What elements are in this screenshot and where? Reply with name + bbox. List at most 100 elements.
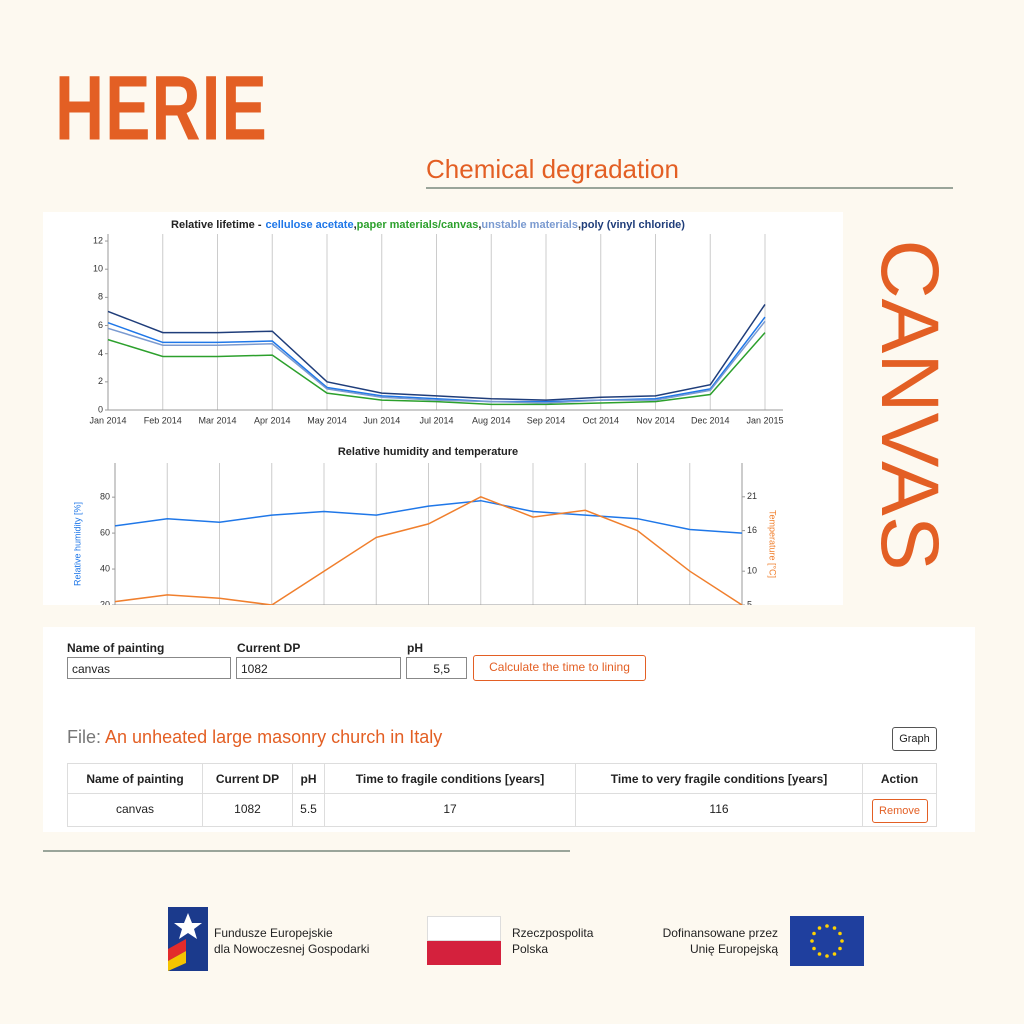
column-header: Action — [862, 763, 937, 794]
chart-title: Relative lifetime - cellulose acetate,pap… — [171, 219, 685, 231]
table-cell: 1082 — [202, 793, 293, 827]
field-label: Current DP — [237, 641, 301, 655]
rp-line: Polska — [512, 942, 549, 956]
column-header: Name of painting — [67, 763, 203, 794]
remove-button[interactable]: Remove — [871, 799, 928, 823]
column-header: pH — [292, 763, 325, 794]
flag-red — [427, 941, 501, 965]
x-tick-label: Jan 2014 — [89, 415, 126, 425]
form-panel: Name of painting Current DP pH canvas 10… — [43, 627, 975, 832]
y2-tick-label: 10 — [747, 566, 757, 576]
x-tick-label: Jan 2015 — [746, 415, 783, 425]
eu-star — [812, 931, 816, 936]
section-title: Chemical degradation — [426, 154, 679, 184]
legend-separator: , — [354, 219, 357, 231]
eu-line: Dofinansowane przez — [662, 926, 778, 940]
series-line — [114, 499, 743, 534]
table-cell: canvas — [67, 793, 203, 827]
y-tick-label: 2 — [98, 376, 103, 386]
eu-star — [825, 954, 829, 958]
y-tick-label: 4 — [98, 348, 103, 358]
x-tick-label: Nov 2014 — [636, 415, 675, 425]
field-label: pH — [407, 641, 423, 655]
column-header: Time to fragile conditions [years] — [324, 763, 576, 794]
y-tick-label: 20 — [100, 599, 110, 605]
fe-line: dla Nowoczesnej Gospodarki — [214, 942, 370, 956]
rp-text: Rzeczpospolita Polska — [512, 925, 593, 957]
side-title-box: CANVAS — [864, 240, 955, 570]
x-tick-label: Feb 2014 — [144, 415, 182, 425]
eu-star — [840, 939, 844, 943]
table-cell: 17 — [324, 793, 576, 827]
file-label: File: An unheated large masonry church i… — [67, 727, 442, 748]
text-input[interactable]: 5,5 — [406, 657, 467, 679]
rp-line: Rzeczpospolita — [512, 926, 594, 940]
y2-tick-label: 21 — [747, 491, 757, 501]
series-line — [107, 320, 766, 404]
y2-axis-label: Temperature [°C] — [768, 510, 778, 578]
eu-star — [838, 946, 842, 951]
eu-flag — [790, 916, 864, 966]
chart-panel: Relative lifetime - cellulose acetate,pap… — [43, 212, 843, 605]
fe-line: Fundusze Europejskie — [214, 926, 333, 940]
x-tick-label: Dec 2014 — [691, 415, 730, 425]
y-tick-label: 80 — [100, 492, 110, 502]
x-tick-label: Jul 2014 — [419, 415, 453, 425]
x-tick-label: Oct 2014 — [582, 415, 619, 425]
eu-star — [838, 931, 842, 936]
title-text: Relative humidity and temperature — [338, 446, 518, 458]
graph-button[interactable]: Graph — [892, 727, 937, 751]
y-tick-label: 60 — [100, 527, 110, 537]
y-tick-label: 40 — [100, 563, 110, 573]
table-cell: Remove — [862, 793, 937, 827]
eu-text: Dofinansowane przez Unię Europejską — [600, 925, 778, 957]
y-tick-label: 12 — [93, 235, 103, 245]
column-header: Current DP — [202, 763, 293, 794]
y-tick-label: 6 — [98, 320, 103, 330]
flag-white — [427, 916, 501, 941]
eu-star — [817, 952, 822, 956]
fe-logo — [168, 907, 208, 971]
x-tick-label: May 2014 — [307, 415, 347, 425]
eu-star — [832, 952, 837, 956]
x-tick-label: Jun 2014 — [363, 415, 400, 425]
fe-text: Fundusze Europejskie dla Nowoczesnej Gosp… — [214, 925, 369, 957]
series-line — [107, 332, 766, 406]
series-line — [107, 316, 766, 403]
file-name: An unheated large masonry church in Ital… — [105, 727, 443, 747]
series-line — [114, 495, 743, 605]
chart-title: Relative humidity and temperature — [338, 446, 518, 458]
eu-flag-bg — [790, 916, 864, 966]
calculate-button[interactable]: Calculate the time to lining — [473, 655, 646, 681]
field-label: Name of painting — [67, 641, 165, 655]
title-text: Relative lifetime - — [171, 219, 262, 231]
eu-star — [812, 946, 816, 951]
table-cell: 116 — [575, 793, 863, 827]
y-tick-label: 0 — [98, 404, 103, 414]
fe-stripe — [168, 951, 186, 971]
file-prefix: File: — [67, 727, 102, 747]
eu-star — [832, 926, 837, 930]
x-tick-label: Aug 2014 — [472, 415, 511, 425]
legend-entry: cellulose acetate — [266, 219, 354, 231]
logo: HERIE — [55, 57, 268, 160]
legend-separator: , — [578, 219, 581, 231]
fe-star — [174, 913, 202, 939]
table-body: canvas 1082 5.5 17 116 Remove — [67, 793, 937, 827]
eu-star — [810, 939, 814, 943]
eu-star — [817, 926, 822, 930]
table-cell: 5.5 — [292, 793, 325, 827]
eu-line: Unię Europejską — [689, 942, 778, 956]
text-input[interactable]: canvas — [67, 657, 231, 679]
x-tick-label: Sep 2014 — [527, 415, 566, 425]
legend-entry: unstable materials — [481, 219, 578, 231]
x-tick-label: Apr 2014 — [254, 415, 291, 425]
text-input[interactable]: 1082 — [236, 657, 401, 679]
legend-entry: paper materials/canvas — [357, 219, 479, 231]
column-header: Time to very fragile conditions [years] — [575, 763, 863, 794]
side-title: CANVAS — [864, 240, 955, 570]
y2-tick-label: 16 — [747, 525, 757, 535]
legend-entry: poly (vinyl chloride) — [581, 219, 685, 231]
eu-star — [825, 924, 829, 928]
